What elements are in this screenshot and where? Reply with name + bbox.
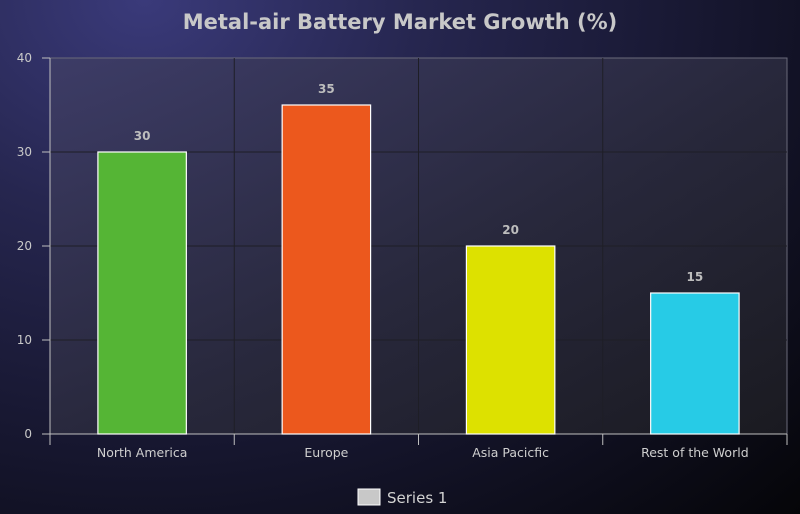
bar[interactable] <box>650 292 740 435</box>
legend-swatch[interactable] <box>357 488 381 506</box>
bar-value-label: 15 <box>687 270 704 284</box>
x-tick-label: Europe <box>304 445 348 460</box>
bar-value-label: 20 <box>502 223 519 237</box>
x-tick-label: Rest of the World <box>641 445 749 460</box>
bar-value-label: 30 <box>134 129 151 143</box>
y-tick-label: 10 <box>17 333 32 347</box>
y-tick-label: 30 <box>17 145 32 159</box>
legend-label[interactable]: Series 1 <box>387 489 447 507</box>
bars <box>97 104 740 435</box>
bar[interactable] <box>465 245 556 435</box>
legend[interactable]: Series 1 <box>357 488 447 507</box>
y-tick-label: 40 <box>17 51 32 65</box>
bar[interactable] <box>281 104 372 435</box>
chart-title: Metal-air Battery Market Growth (%) <box>183 10 618 34</box>
bar[interactable] <box>97 151 187 435</box>
axes: 0 10 20 30 40 North America Europe Asia Pacicfi… <box>17 51 788 460</box>
bar-value-label: 35 <box>318 82 335 96</box>
y-tick-label: 0 <box>24 427 32 441</box>
x-tick-label: Asia Pacicfic <box>472 445 549 460</box>
x-tick-label: North America <box>97 445 188 460</box>
y-tick-label: 20 <box>17 239 32 253</box>
data-labels: 30 35 20 15 <box>134 82 703 284</box>
